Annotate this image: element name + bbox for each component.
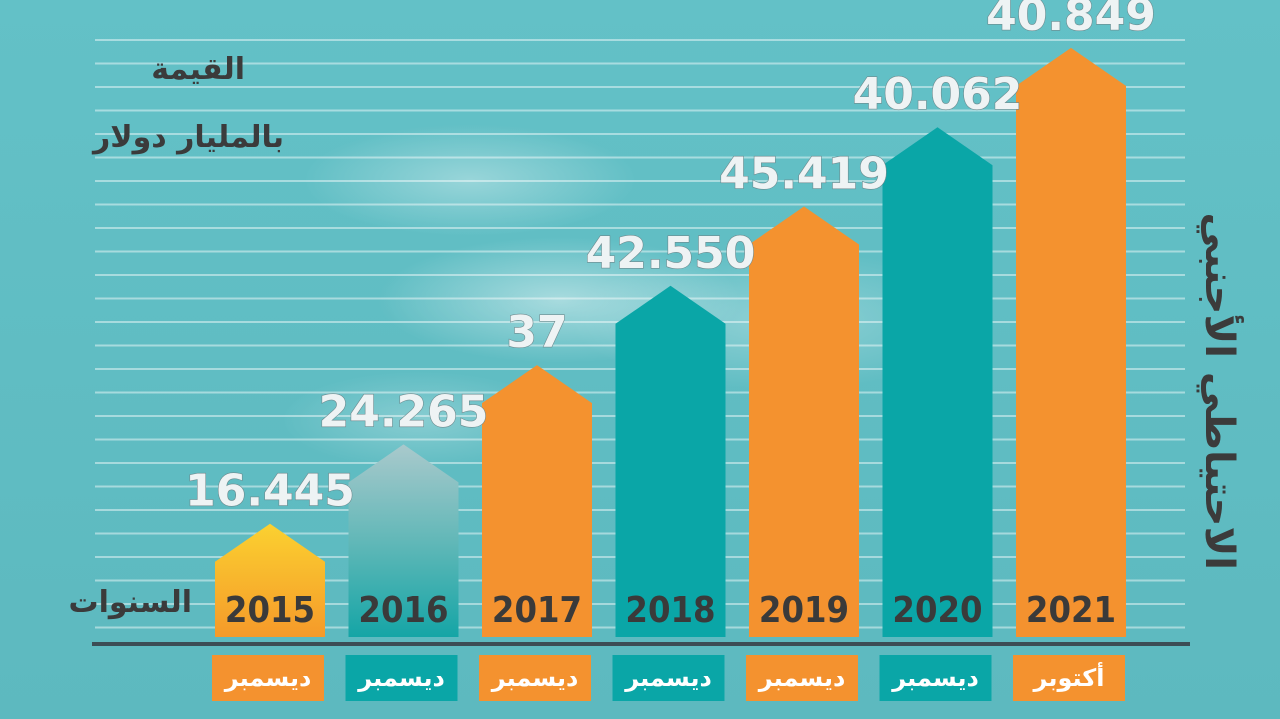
value-label-2019: 45.419 bbox=[719, 149, 889, 200]
month-label-2021: أكتوبر bbox=[1033, 662, 1105, 692]
year-label-2017: 2017 bbox=[492, 590, 582, 631]
month-label-2020: ديسمبر bbox=[891, 664, 979, 692]
month-label-2016: ديسمبر bbox=[357, 664, 445, 692]
month-box-2020 bbox=[879, 655, 992, 701]
value-label-2017: 37 bbox=[506, 307, 567, 358]
year-label-2019: 2019 bbox=[759, 590, 849, 631]
month-label-2015: ديسمبر bbox=[224, 664, 312, 692]
value-label-2020: 40.062 bbox=[853, 69, 1023, 120]
bar-2021 bbox=[1016, 47, 1126, 637]
month-box-2016 bbox=[345, 655, 458, 701]
year-label-2016: 2016 bbox=[358, 590, 448, 631]
month-box-2019 bbox=[746, 655, 858, 701]
month-label-2018: ديسمبر bbox=[624, 664, 712, 692]
month-box-2015 bbox=[212, 655, 324, 701]
month-labels: ديسمبر ديسمبر ديسمبر ديسمبر ديسمبر ديسمبر أكتو… bbox=[212, 655, 1125, 701]
value-labels: 2015 16.445 2016 24.265 2017 37 2018 42.550 2019… bbox=[185, 0, 1157, 631]
year-label-2021: 2021 bbox=[1026, 590, 1116, 631]
year-label-2020: 2020 bbox=[892, 590, 982, 631]
y-axis-label-line2: بالمليار دولار bbox=[92, 120, 284, 155]
value-label-2016: 24.265 bbox=[319, 386, 489, 437]
value-label-2021: 40.849 bbox=[986, 0, 1156, 41]
bar-2019 bbox=[749, 206, 859, 637]
month-box-2021 bbox=[1013, 655, 1125, 701]
y-axis-label-line1: القيمة bbox=[151, 52, 245, 87]
value-label-2015: 16.445 bbox=[185, 466, 355, 517]
x-axis-label: السنوات bbox=[68, 585, 192, 620]
value-label-2018: 42.550 bbox=[586, 228, 756, 279]
bar-2018 bbox=[615, 285, 726, 637]
month-label-2019: ديسمبر bbox=[758, 664, 846, 692]
month-box-2017 bbox=[479, 655, 591, 701]
year-label-2018: 2018 bbox=[625, 590, 715, 631]
month-box-2018 bbox=[612, 655, 725, 701]
month-label-2017: ديسمبر bbox=[491, 664, 579, 692]
bar-2015 bbox=[215, 523, 325, 637]
bar-2017 bbox=[482, 365, 592, 637]
year-label-2015: 2015 bbox=[225, 590, 315, 631]
bars bbox=[215, 47, 1126, 637]
chart-title: الاحتياطي الأجنبي bbox=[1196, 212, 1242, 570]
bar-2020 bbox=[882, 127, 993, 637]
bar-2016 bbox=[348, 444, 459, 637]
